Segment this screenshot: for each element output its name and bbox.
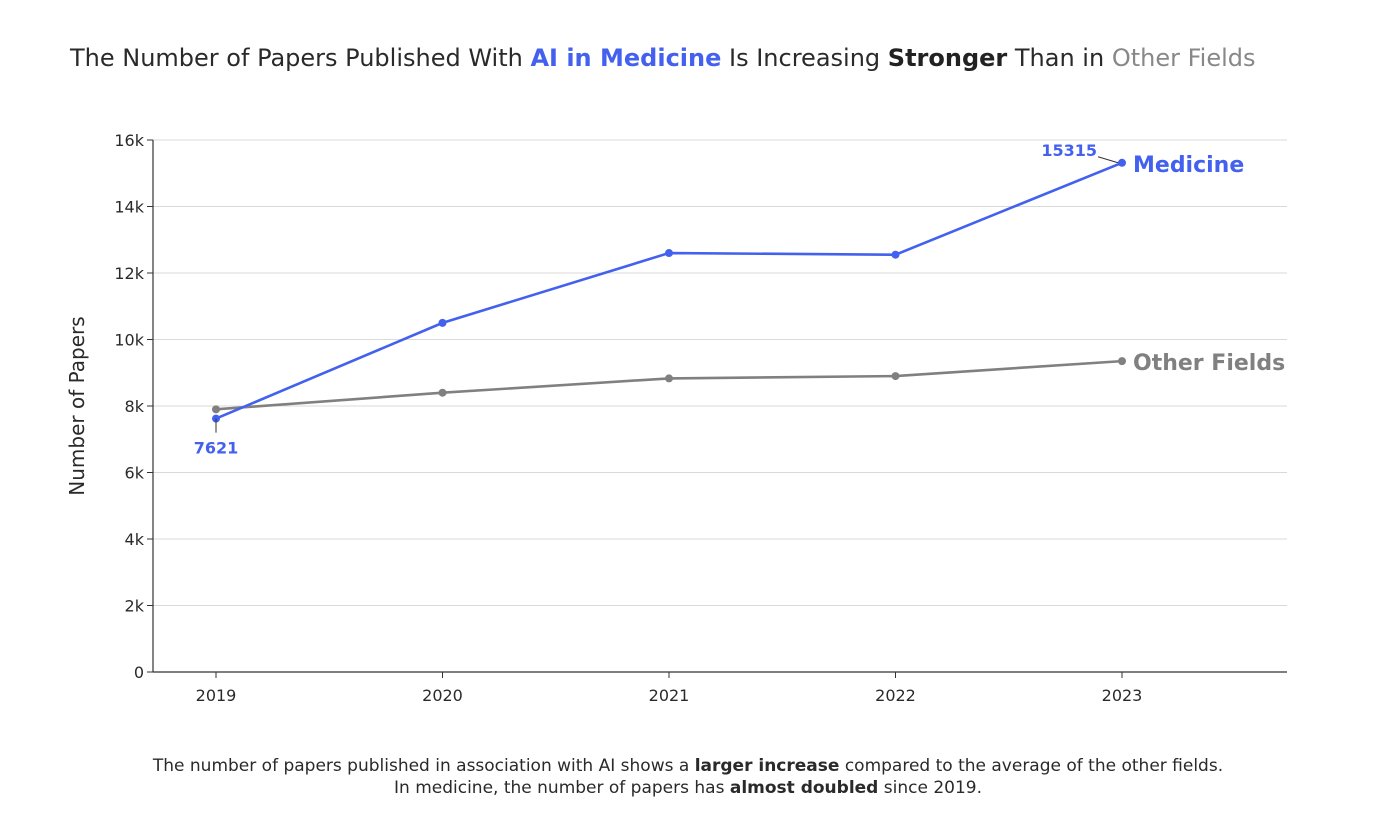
data-point-other-fields-2021 (665, 374, 673, 383)
data-point-other-fields-2023 (1118, 357, 1126, 366)
data-point-medicine-2023 (1118, 158, 1126, 167)
x-tick-label: 2019 (196, 686, 237, 705)
data-label-leader-medicine-2023 (1097, 156, 1119, 164)
data-label-medicine-2019: 7621 (194, 439, 239, 458)
y-tick-label: 14k (114, 198, 144, 217)
y-tick-label: 4k (125, 530, 145, 549)
y-axis-label: Number of Papers (65, 316, 89, 495)
chart-caption: The number of papers published in associ… (0, 755, 1376, 799)
y-tick-label: 16k (114, 131, 144, 150)
x-tick-label: 2023 (1102, 686, 1143, 705)
data-point-other-fields-2019 (212, 405, 220, 414)
caption-line-2-b: since 2019. (878, 778, 982, 798)
caption-line-1: The number of papers published in associ… (0, 755, 1376, 777)
data-point-medicine-2020 (438, 318, 447, 327)
y-tick-label: 12k (114, 264, 144, 283)
y-tick-label: 2k (125, 597, 145, 616)
caption-line-2-a: In medicine, the number of papers has (394, 778, 730, 798)
data-point-other-fields-2022 (891, 372, 900, 381)
y-tick-label: 6k (125, 464, 145, 483)
line-chart: 0 2k 4k 6k 8k 10k 12k 14k 16k 2019 2020 2021 2022 202… (65, 131, 1287, 705)
data-point-other-fields-2020 (438, 388, 447, 397)
data-label-medicine-2023: 15315 (1041, 141, 1097, 160)
y-tick-label: 8k (125, 397, 145, 416)
series-line-other-fields (215, 359, 1123, 411)
y-tick-label: 0 (134, 663, 144, 682)
data-point-medicine-2022 (891, 250, 900, 259)
caption-line-2-bold: almost doubled (729, 778, 879, 798)
title-part-3: Than in (1007, 44, 1112, 72)
data-point-medicine-2021 (665, 249, 673, 258)
x-tick-label: 2020 (422, 686, 463, 705)
x-tick-label: 2022 (875, 686, 916, 705)
caption-line-1-bold: larger increase (694, 756, 840, 776)
title-highlight-other: Other Fields (1111, 44, 1256, 72)
caption-line-1-a: The number of papers published in associ… (152, 756, 695, 776)
series-label-medicine: Medicine (1133, 153, 1244, 178)
title-part-1: The Number of Papers Published With (70, 44, 531, 72)
title-highlight-medicine: AI in Medicine (530, 44, 722, 72)
y-tick-label: 10k (114, 331, 144, 350)
chart-title: The Number of Papers Published With AI i… (70, 44, 1255, 72)
caption-line-1-b: compared to the average of the other fie… (839, 756, 1224, 776)
caption-line-2: In medicine, the number of papers has al… (0, 777, 1376, 799)
series-label-other-fields: Other Fields (1133, 351, 1285, 376)
title-highlight-stronger: Stronger (887, 44, 1008, 72)
x-tick-label: 2021 (649, 686, 690, 705)
title-part-2: Is Increasing (721, 44, 888, 72)
